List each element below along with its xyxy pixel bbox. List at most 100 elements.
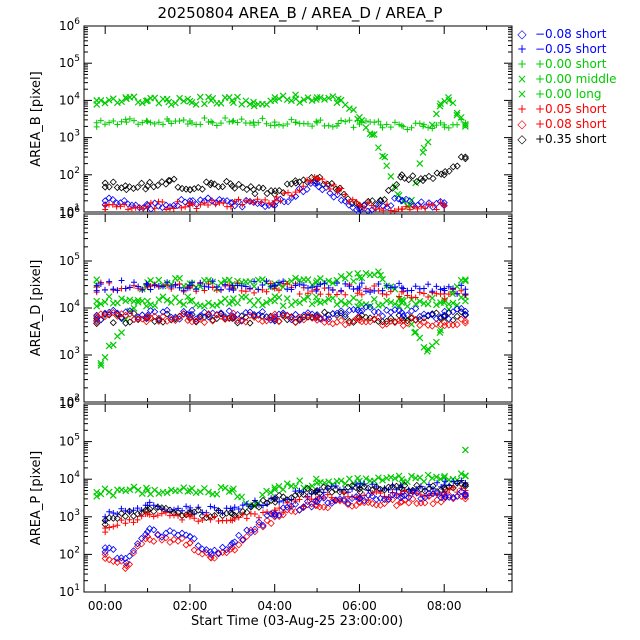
data-point (255, 184, 263, 192)
data-point (453, 111, 461, 119)
data-point (424, 321, 432, 329)
data-point (401, 488, 408, 495)
data-point (376, 494, 384, 502)
data-point (122, 308, 130, 316)
data-point (170, 175, 178, 183)
data-point (147, 286, 154, 293)
data-point (287, 97, 295, 105)
data-point (122, 319, 130, 327)
data-point (186, 311, 194, 319)
data-point (373, 488, 380, 495)
data-point (292, 119, 299, 126)
data-point (387, 473, 395, 481)
data-point (255, 286, 262, 293)
data-point (259, 115, 266, 122)
data-point (420, 310, 428, 318)
data-point (324, 504, 332, 512)
data-point (311, 179, 319, 187)
data-point (193, 286, 200, 293)
data-point (292, 282, 299, 289)
data-point (109, 319, 117, 327)
data-point (424, 138, 432, 146)
data-point (437, 100, 444, 108)
data-point (228, 487, 236, 494)
data-point (101, 298, 109, 306)
data-point (259, 523, 267, 531)
data-point (333, 280, 340, 287)
data-point (280, 122, 287, 129)
data-point (229, 118, 236, 125)
data-point (129, 512, 138, 520)
data-point (262, 196, 269, 203)
y-tick-label: 104 (59, 299, 80, 315)
y-tick-label: 104 (59, 91, 80, 107)
data-point (126, 310, 134, 318)
data-point (450, 484, 457, 491)
data-point (183, 511, 190, 518)
data-point (109, 341, 117, 349)
data-point (105, 194, 113, 202)
x-axis-label: Start Time (03-Aug-25 23:00:00) (191, 614, 403, 629)
data-point (263, 298, 270, 306)
data-point (158, 178, 166, 186)
data-point (133, 183, 142, 191)
data-point (316, 314, 324, 322)
data-point (342, 280, 349, 287)
data-point (332, 485, 340, 493)
data-point (101, 179, 109, 187)
data-point (151, 120, 158, 127)
y-tick-label: 106 (59, 205, 80, 221)
data-point (393, 491, 401, 500)
data-point (341, 300, 349, 308)
data-point (246, 285, 253, 292)
data-point (176, 274, 183, 282)
data-point (194, 542, 202, 550)
data-point (398, 498, 406, 506)
data-point (432, 338, 440, 346)
data-point (356, 273, 363, 281)
data-point (210, 180, 219, 188)
data-point (412, 316, 420, 324)
data-point (123, 119, 130, 126)
data-point (370, 131, 378, 138)
data-point (174, 183, 182, 191)
data-point (355, 495, 364, 503)
data-point (413, 481, 421, 489)
data-point (340, 190, 348, 198)
data-point (374, 268, 382, 276)
data-point (186, 487, 194, 494)
data-point (457, 304, 465, 312)
data-point (341, 310, 349, 319)
data-point (313, 501, 321, 510)
data-point (461, 310, 469, 318)
data-point (416, 160, 424, 167)
data-point (398, 197, 406, 205)
data-point (166, 538, 174, 546)
data-point (299, 503, 308, 511)
data-point (371, 119, 378, 126)
data-point (143, 528, 152, 536)
data-point (255, 119, 262, 126)
series--0-05-short (93, 277, 469, 298)
data-point (417, 499, 425, 507)
data-point (433, 122, 440, 129)
data-point (458, 287, 465, 294)
data-point (440, 318, 448, 326)
data-point (329, 93, 337, 100)
data-point (283, 295, 291, 303)
data-point (190, 185, 198, 193)
data-point (146, 499, 153, 506)
data-point (441, 307, 449, 315)
data-point (208, 118, 215, 125)
data-point (436, 313, 445, 321)
data-point (432, 301, 440, 309)
data-point (387, 317, 395, 325)
data-point (279, 189, 287, 197)
data-point (165, 98, 173, 106)
data-point (228, 96, 236, 104)
data-point (231, 198, 238, 205)
data-point (268, 495, 275, 502)
data-point (321, 280, 328, 287)
data-point (106, 119, 113, 126)
data-point (349, 203, 357, 212)
